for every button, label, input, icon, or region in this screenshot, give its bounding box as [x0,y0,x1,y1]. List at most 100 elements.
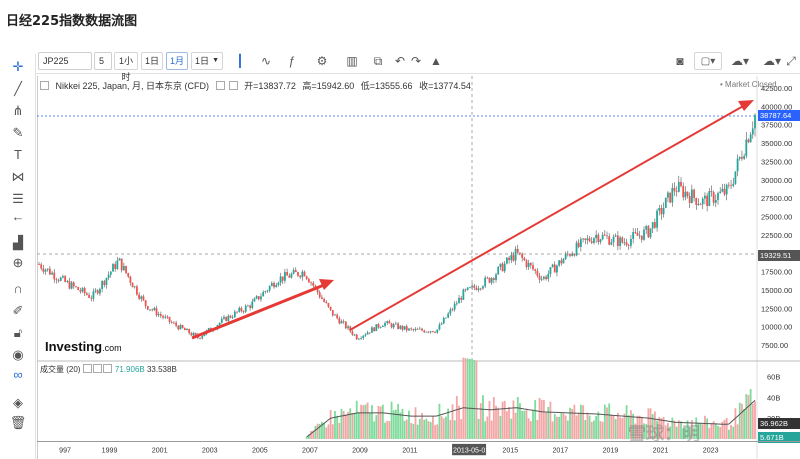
fullscreen-icon[interactable]: ⤢ [786,54,796,68]
time-tick-label: 2003 [202,446,218,454]
volume-settings-icon[interactable] [82,364,92,373]
measure-icon[interactable]: ▟ [13,235,23,250]
candle-body [532,265,534,270]
trash-icon[interactable]: 🗑︎ [9,415,27,430]
close-value: 13774.54 [433,81,471,91]
volume-bar [510,418,513,439]
trend-line-icon[interactable]: ╱ [14,81,22,96]
candle-body [547,273,550,280]
volume-bar [616,412,619,439]
price-chart[interactable]: 42500.00 40000.00 37500.00 35000.00 32500.00… [37,76,800,459]
arrow-2-head [738,100,754,111]
volume-bar [573,404,576,439]
volume-bar [340,408,343,439]
arrow-left-icon[interactable]: ← [11,209,25,224]
candle-body [399,325,402,329]
volume-bar [395,409,397,439]
alert-icon[interactable]: ▲ [430,54,442,68]
interval-1hour-button[interactable]: 1小时 [114,52,138,82]
candle-body [201,336,204,339]
volume-bar [686,420,689,439]
candle-body [192,332,195,336]
camera-icon[interactable]: ◙ [676,54,684,68]
candle-body [512,255,515,261]
candle-body [645,226,648,230]
candle-body [573,254,576,256]
candle-body [329,306,332,311]
volume-bar [745,394,748,439]
volume-bar [540,399,543,439]
settings-icon[interactable]: ⚙ [316,54,328,68]
candle-body [292,269,295,274]
candle-body [57,280,60,281]
high-label: 高= [302,81,317,91]
price-tick-label: 7500.00 [761,341,788,350]
layers-icon[interactable]: ◈ [13,395,23,410]
zoom-icon[interactable]: ⊕ [12,255,24,270]
settings-square-icon[interactable] [215,81,225,90]
volume-bar [575,415,578,439]
layout-icon[interactable]: ▢▾ [694,52,722,70]
volume-bar [418,418,421,439]
volume-bar [438,403,441,439]
crosshair-icon[interactable]: ✛ [12,59,24,74]
candle-body [725,184,728,195]
volume-bar [688,426,691,439]
volume-bar [373,421,376,439]
pattern-icon[interactable]: ⋈ [11,169,25,184]
close-square-icon[interactable] [228,81,238,90]
interval-1month-button[interactable]: 1月 [166,52,188,70]
compare-icon[interactable]: ⧉ [373,54,383,68]
low-value: 13555.66 [375,81,413,91]
candle-body [440,323,443,325]
candle-body [588,238,591,242]
interval-dropdown[interactable]: 1日 ▼ [191,52,223,70]
redo-icon[interactable]: ↷ [410,54,422,68]
candle-body [445,317,447,319]
candle-body [405,326,408,331]
candle-body [471,285,473,288]
candle-body [284,272,286,281]
interval-1day-button[interactable]: 1日 [141,52,163,70]
magnet-icon[interactable]: ∩ [13,281,23,296]
candle-body [48,268,51,275]
volume-bar [612,415,615,439]
candle-body [432,331,434,333]
close-label: 收= [419,81,434,91]
indicators-icon[interactable]: ƒ [288,54,296,68]
draw-mode-icon[interactable]: ✐ [12,303,24,318]
watermark: 雪球：明 [628,424,700,444]
volume-bar [318,423,321,439]
candle-body [72,282,75,287]
price-tick-label: 25000.00 [761,213,792,222]
volume-hide-icon[interactable] [92,364,102,373]
cloud-load-icon[interactable]: ☁▾ [730,54,750,68]
fib-icon[interactable]: ☰ [12,191,24,206]
pitchfork-icon[interactable]: ⋔ [12,103,24,118]
candle-body [695,198,698,206]
volume-bar [719,426,722,439]
candle-body [236,311,238,313]
eye-icon[interactable]: ◉ [12,347,24,362]
interval-input[interactable]: 5 [94,52,112,70]
candle-body [719,191,722,194]
time-tick-label: 2005 [252,446,268,454]
symbol-input[interactable]: JP225 [38,52,92,70]
drawing-tools-sidebar: ✛ ╱ ⋔ ✎ T ⋈ ☰ ← ▟ ⊕ ∩ ✐ 🔓︎ ◉ ∞ ◈ 🗑︎ [0,54,36,459]
volume-close-icon[interactable] [102,364,112,373]
volume-value-2: 33.538B [146,365,177,374]
candles-icon[interactable]: ┃ [236,54,244,68]
undo-icon[interactable]: ↶ [394,54,406,68]
templates-icon[interactable]: ▥ [346,54,358,68]
cloud-save-icon[interactable]: ☁▾ [762,54,782,68]
collapse-icon[interactable] [40,81,49,90]
brush-icon[interactable]: ✎ [12,125,24,140]
candle-body [564,253,567,260]
volume-bar [714,423,717,439]
line-style-icon[interactable]: ∿ [260,54,272,68]
candle-body [673,187,676,192]
link-icon[interactable]: ∞ [13,367,23,382]
text-icon[interactable]: T [14,147,22,162]
volume-bar [638,415,641,439]
lock-icon[interactable]: 🔓︎ [13,325,23,340]
